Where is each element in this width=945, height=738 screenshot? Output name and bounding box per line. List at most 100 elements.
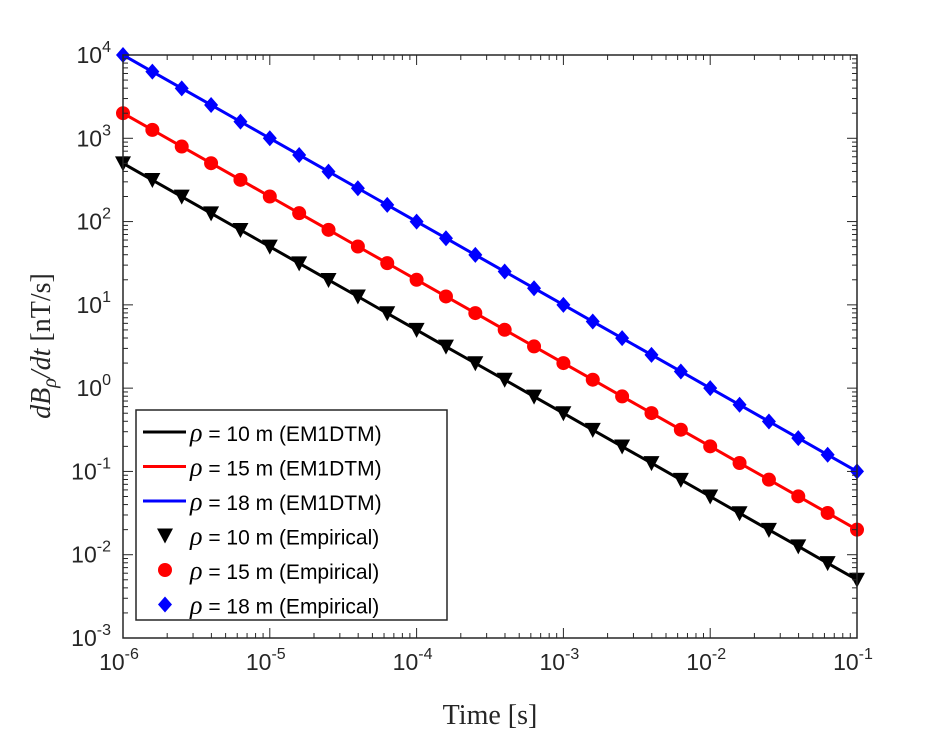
data-point-red bbox=[732, 456, 747, 471]
data-point-blue bbox=[438, 230, 453, 247]
y-tick-label: 104 bbox=[77, 39, 112, 68]
data-point-black bbox=[232, 223, 249, 239]
data-point-blue bbox=[233, 113, 248, 130]
y-tick-label: 103 bbox=[77, 122, 112, 151]
y-tick-label: 100 bbox=[77, 372, 112, 401]
data-point-red bbox=[409, 272, 424, 287]
y-axis-label: dBρ/dt [nT/s] bbox=[26, 273, 61, 419]
data-point-red bbox=[380, 256, 395, 271]
data-point-black bbox=[819, 556, 836, 572]
data-point-blue bbox=[820, 446, 835, 463]
data-point-blue bbox=[292, 146, 307, 163]
y-tick-label: 10-3 bbox=[71, 622, 111, 651]
data-point-black bbox=[437, 339, 454, 355]
data-point-blue bbox=[615, 330, 630, 347]
legend-marker-blue bbox=[158, 596, 172, 613]
data-point-blue bbox=[204, 96, 219, 113]
x-tick-label: 10-2 bbox=[686, 646, 726, 675]
data-point-blue bbox=[321, 163, 336, 180]
x-tick-label: 10-5 bbox=[246, 646, 286, 675]
legend-entry: ρ = 10 m (EM1DTM) bbox=[189, 418, 382, 447]
data-point-red bbox=[468, 306, 483, 321]
data-point-red bbox=[497, 322, 512, 337]
data-point-red bbox=[292, 206, 307, 221]
data-point-blue bbox=[380, 196, 395, 213]
data-point-blue bbox=[409, 213, 424, 230]
data-point-black bbox=[349, 289, 366, 305]
data-point-black bbox=[760, 522, 777, 538]
data-point-blue bbox=[468, 246, 483, 263]
legend: ρ = 10 m (EM1DTM) ρ = 15 m (EM1DTM) ρ = 18… bbox=[135, 409, 448, 621]
data-point-black bbox=[467, 356, 484, 372]
data-point-red bbox=[350, 239, 365, 254]
data-point-blue bbox=[644, 346, 659, 363]
y-tick-label: 10-2 bbox=[71, 539, 111, 568]
data-point-red bbox=[262, 189, 277, 204]
data-point-black bbox=[291, 256, 308, 272]
data-point-black bbox=[261, 239, 278, 255]
y-tick-label: 101 bbox=[77, 289, 112, 318]
x-tick-label: 10-4 bbox=[393, 646, 433, 675]
data-point-blue bbox=[350, 180, 365, 197]
data-point-black bbox=[555, 406, 572, 422]
data-point-red bbox=[438, 289, 453, 304]
data-point-black bbox=[584, 422, 601, 438]
data-point-red bbox=[615, 389, 630, 404]
legend-entry: ρ = 15 m (EM1DTM) bbox=[189, 453, 382, 482]
x-tick-label: 10-6 bbox=[99, 646, 139, 675]
x-axis-label: Time [s] bbox=[443, 700, 538, 731]
data-point-black bbox=[790, 539, 807, 555]
data-point-red bbox=[556, 356, 571, 371]
data-point-black bbox=[320, 272, 337, 288]
data-point-red bbox=[321, 222, 336, 237]
data-point-red bbox=[673, 422, 688, 437]
legend-box bbox=[135, 409, 448, 621]
data-point-black bbox=[379, 306, 396, 322]
y-tick-label: 10-1 bbox=[71, 455, 111, 484]
data-point-black bbox=[614, 439, 631, 455]
data-point-black bbox=[408, 322, 425, 338]
data-point-red bbox=[527, 339, 542, 354]
legend-entry: ρ = 10 m (Empirical) bbox=[189, 522, 379, 551]
data-point-blue bbox=[145, 63, 160, 80]
data-point-red bbox=[820, 505, 835, 520]
legend-entry: ρ = 18 m (Empirical) bbox=[189, 591, 379, 620]
data-point-blue bbox=[703, 380, 718, 397]
data-point-red bbox=[174, 139, 189, 154]
data-point-black bbox=[731, 506, 748, 522]
x-tick-label: 10-3 bbox=[539, 646, 579, 675]
data-point-blue bbox=[174, 80, 189, 97]
series-line-blue bbox=[122, 53, 858, 473]
legend-marker-red bbox=[158, 563, 172, 577]
data-point-blue bbox=[556, 296, 571, 313]
data-point-black bbox=[203, 206, 220, 222]
data-point-black bbox=[173, 189, 190, 205]
data-point-black bbox=[496, 372, 513, 388]
y-tick-label: 102 bbox=[77, 206, 112, 235]
data-point-blue bbox=[791, 430, 806, 447]
data-point-black bbox=[643, 456, 660, 472]
data-point-red bbox=[703, 439, 718, 454]
legend-marker-black bbox=[157, 528, 173, 544]
data-point-blue bbox=[527, 280, 542, 297]
data-point-blue bbox=[497, 263, 512, 280]
x-tick-label: 10-1 bbox=[833, 646, 873, 675]
data-point-red bbox=[761, 472, 776, 487]
data-point-black bbox=[144, 173, 161, 189]
data-point-red bbox=[145, 122, 160, 137]
axes-box bbox=[122, 54, 858, 639]
data-point-black bbox=[702, 489, 719, 505]
data-point-red bbox=[791, 489, 806, 504]
data-point-red bbox=[233, 172, 248, 187]
data-point-red bbox=[644, 406, 659, 421]
data-point-black bbox=[526, 389, 543, 405]
data-point-blue bbox=[761, 413, 776, 430]
data-point-black bbox=[672, 472, 689, 488]
legend-entry: ρ = 18 m (EM1DTM) bbox=[189, 487, 382, 516]
legend-entry: ρ = 15 m (Empirical) bbox=[189, 556, 379, 585]
data-point-blue bbox=[585, 313, 600, 330]
data-point-red bbox=[204, 156, 219, 171]
data-point-blue bbox=[262, 130, 277, 147]
data-point-blue bbox=[673, 363, 688, 380]
